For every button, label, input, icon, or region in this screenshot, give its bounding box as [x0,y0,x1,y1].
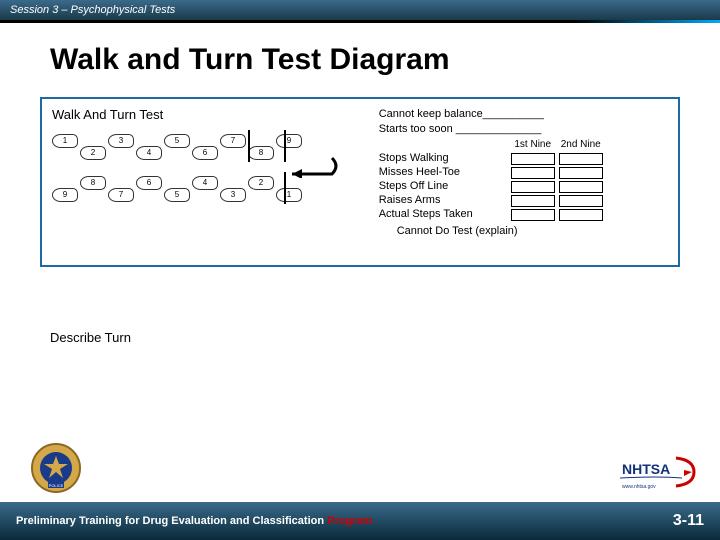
footprint: 2 [80,146,106,160]
check-box-2nd [559,209,603,221]
check-box-2nd [559,167,603,179]
left-panel: Walk And Turn Test 123456789 987654321 [42,99,373,265]
footprint: 4 [192,176,218,190]
clue-row: Stops Walking [379,152,672,166]
session-text: Session 3 – Psychophysical Tests [10,4,175,16]
footprint: 1 [52,134,78,148]
footprint: 5 [164,134,190,148]
end-marker [248,130,250,162]
panel-label: Walk And Turn Test [52,107,363,122]
header-accent [0,20,720,23]
column-headers: 1st Nine 2nd Nine [511,138,672,152]
clue-balance: Cannot keep balance__________ [379,107,672,122]
svg-text:POLICE: POLICE [49,483,64,488]
nhtsa-logo-icon: NHTSA www.nhtsa.gov [614,454,704,496]
session-header: Session 3 – Psychophysical Tests [0,0,720,20]
clue-row: Actual Steps Taken [379,208,672,222]
footprint: 7 [108,188,134,202]
footprint: 1 [276,188,302,202]
iacp-badge-icon: POLICE [30,442,82,494]
footprint: 6 [192,146,218,160]
right-panel: Cannot keep balance__________ Starts too… [373,99,678,265]
check-box-1st [511,167,555,179]
describe-turn-label: Describe Turn [50,330,131,345]
check-box-2nd [559,195,603,207]
clue-row: Steps Off Line [379,180,672,194]
footprint: 9 [276,134,302,148]
footprint: 7 [220,134,246,148]
footprint: 8 [80,176,106,190]
check-box-1st [511,195,555,207]
footprint: 3 [220,188,246,202]
clue-row: Misses Heel-Toe [379,166,672,180]
check-box-1st [511,153,555,165]
svg-text:www.nhtsa.gov: www.nhtsa.gov [622,484,656,490]
footer-program: Program [327,515,372,527]
check-box-1st [511,209,555,221]
clue-row: Raises Arms [379,194,672,208]
footprint-row-bottom: 987654321 [52,170,363,208]
end-marker [284,172,286,204]
footprint: 3 [108,134,134,148]
footer-prefix: Preliminary Training for Drug Evaluation… [16,515,327,527]
footprint: 8 [248,146,274,160]
check-box-2nd [559,181,603,193]
page-number: 3-11 [673,512,704,530]
footprint: 6 [136,176,162,190]
footprint: 9 [52,188,78,202]
footprint: 2 [248,176,274,190]
col-1st: 1st Nine [511,138,555,152]
footprint: 5 [164,188,190,202]
check-box-2nd [559,153,603,165]
svg-text:NHTSA: NHTSA [622,461,670,477]
footprint: 4 [136,146,162,160]
diagram-container: Walk And Turn Test 123456789 987654321 C… [40,97,680,267]
footprint-row-top: 123456789 [52,128,363,166]
footer-text: Preliminary Training for Drug Evaluation… [16,515,673,527]
clue-starts: Starts too soon ______________ [379,122,672,137]
slide-title: Walk and Turn Test Diagram [50,43,720,77]
check-rows: Stops WalkingMisses Heel-ToeSteps Off Li… [379,152,672,222]
clue-label: Actual Steps Taken [379,207,511,222]
col-2nd: 2nd Nine [559,138,603,152]
footer-bar: Preliminary Training for Drug Evaluation… [0,502,720,540]
check-box-1st [511,181,555,193]
cannot-do-test: Cannot Do Test (explain) [397,224,672,239]
